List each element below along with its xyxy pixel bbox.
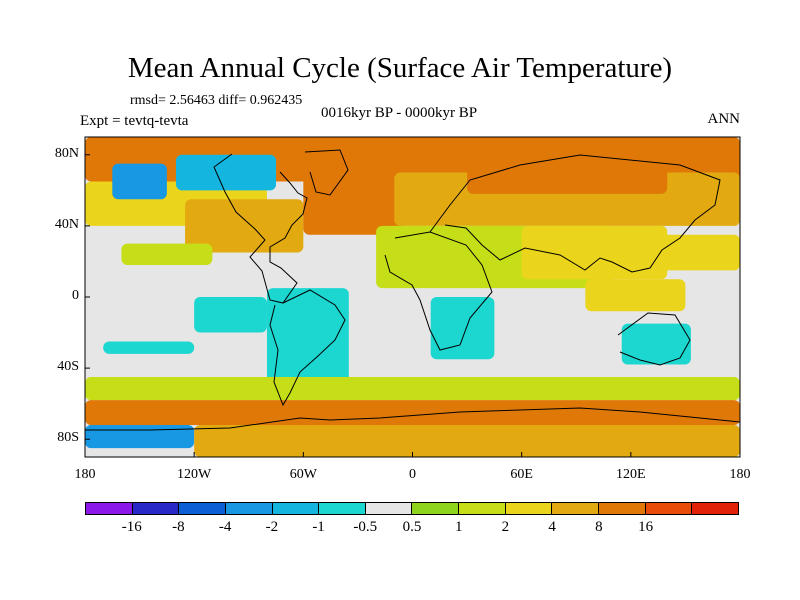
x-tick-label: 180 bbox=[729, 467, 751, 482]
colorbar-label: -2 bbox=[265, 519, 279, 535]
y-tick-label: 40S bbox=[57, 359, 79, 375]
colorbar-label: 8 bbox=[595, 519, 603, 535]
region-north-america bbox=[185, 199, 304, 253]
x-tick-label: 0 bbox=[409, 467, 416, 482]
colorbar-label: -0.5 bbox=[353, 519, 378, 535]
y-tick-label: 80N bbox=[54, 145, 79, 161]
y-tick-label: 40N bbox=[54, 216, 79, 232]
colorbar-label: -4 bbox=[218, 519, 232, 535]
x-tick-label: 60E bbox=[510, 467, 533, 482]
coastlines bbox=[85, 149, 741, 431]
colorbar-label: 16 bbox=[638, 519, 654, 535]
colorbar-swatch bbox=[86, 503, 133, 514]
colorbar-label: -16 bbox=[121, 519, 142, 535]
coastline-south-america bbox=[269, 289, 346, 407]
region-east-pacific-band bbox=[121, 243, 213, 265]
coastline-eurasia bbox=[429, 154, 721, 273]
colorbar-swatch bbox=[179, 503, 226, 514]
x-tick-label: 120W bbox=[177, 467, 212, 482]
region-ross-sea-cool bbox=[85, 425, 195, 449]
region-greenland-canada-cool bbox=[175, 154, 277, 191]
region-australia bbox=[621, 323, 691, 365]
colorbar-label: -1 bbox=[312, 519, 325, 535]
stats-text: rmsd= 2.56463 diff= 0.962435 bbox=[130, 93, 303, 108]
region-siberia bbox=[467, 151, 668, 194]
x-tick-label: 60W bbox=[289, 467, 317, 482]
region-alaska-cool bbox=[112, 163, 167, 200]
coastline-africa bbox=[384, 231, 493, 351]
colorbar-label: -8 bbox=[172, 519, 185, 535]
region-north-atlantic bbox=[303, 172, 404, 235]
axis-ticks bbox=[84, 154, 741, 457]
region-tropical-east-pacific bbox=[194, 297, 267, 333]
region-south-pacific bbox=[103, 341, 195, 354]
colorbar-swatch bbox=[645, 503, 693, 514]
colorbar-swatch bbox=[459, 503, 506, 514]
regions-layer bbox=[85, 137, 740, 457]
region-southern-ocean-warm bbox=[85, 400, 740, 425]
colorbar-swatch bbox=[132, 503, 180, 514]
colorbar-swatch bbox=[552, 503, 600, 514]
x-tick-label: 180 bbox=[74, 467, 96, 482]
x-tick-label: 120E bbox=[616, 467, 646, 482]
region-southern-africa bbox=[430, 297, 495, 360]
chart-title: Mean Annual Cycle (Surface Air Temperatu… bbox=[127, 52, 673, 84]
region-western-pacific bbox=[630, 234, 740, 271]
colorbar-swatch bbox=[692, 503, 738, 514]
region-india-china bbox=[521, 225, 668, 280]
period-label: 0016kyr BP - 0000kyr BP bbox=[321, 105, 478, 121]
colorbar-label: 4 bbox=[548, 519, 556, 535]
season-label: ANN bbox=[707, 111, 741, 127]
colorbar-swatch bbox=[412, 503, 460, 514]
region-southern-ocean-green bbox=[85, 377, 740, 401]
region-south-america bbox=[266, 288, 349, 395]
colorbar bbox=[85, 502, 739, 515]
experiment-label: Expt = tevtq-tevta bbox=[80, 113, 189, 129]
colorbar-swatch bbox=[365, 503, 413, 514]
coastline-greenland bbox=[304, 149, 349, 196]
colorbar-swatch bbox=[225, 503, 273, 514]
colorbar-label: 0.5 bbox=[402, 519, 422, 535]
colorbar-swatch bbox=[599, 503, 646, 514]
coastline-australia bbox=[617, 312, 691, 366]
colorbar-swatch bbox=[319, 503, 366, 514]
coastline-antarctica bbox=[85, 407, 741, 431]
colorbar-swatch bbox=[272, 503, 320, 514]
colorbar-label: 1 bbox=[454, 519, 463, 535]
colorbar-label: 2 bbox=[501, 519, 510, 535]
colorbar-swatch bbox=[505, 503, 553, 514]
coastline-north-america bbox=[213, 153, 308, 304]
y-tick-label: 0 bbox=[72, 288, 79, 303]
region-indonesia bbox=[585, 279, 686, 312]
y-tick-label: 80S bbox=[57, 430, 79, 446]
region-antarctica bbox=[194, 425, 740, 457]
